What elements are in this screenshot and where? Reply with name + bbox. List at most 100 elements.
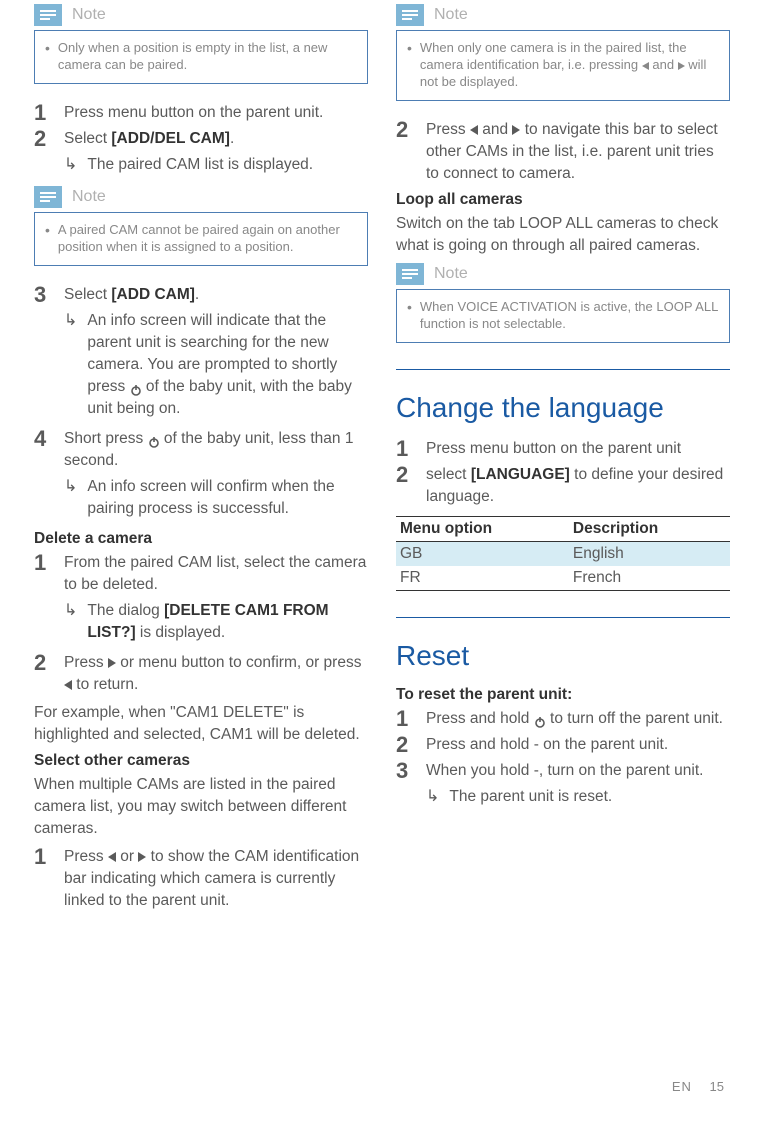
step-1: 1 From the paired CAM list, select the c…	[34, 552, 368, 648]
note-box-2: Note A paired CAM cannot be paired again…	[34, 186, 368, 266]
step-text: Press and hold	[426, 710, 534, 727]
step-3: 3 Select [ADD CAM]. ↳ An info screen wil…	[34, 284, 368, 424]
step-1: 1 Press and hold to turn off the parent …	[396, 708, 730, 730]
reset-title: Reset	[396, 640, 730, 672]
step-text: to turn off the parent unit.	[546, 710, 723, 727]
result-arrow-icon: ↳	[64, 154, 77, 176]
step-number: 4	[34, 428, 50, 524]
select-other-heading: Select other cameras	[34, 752, 368, 770]
step-body: When you hold -, turn on the parent unit…	[426, 760, 730, 812]
section-divider	[396, 617, 730, 618]
table-row: GB English	[396, 542, 730, 567]
note-header: Note	[34, 186, 368, 208]
step-1: 1 Press or to show the CAM identificatio…	[34, 846, 368, 912]
sub-result: ↳ The dialog [DELETE CAM1 FROM LIST?] is…	[64, 600, 368, 644]
right-arrow-icon	[678, 62, 685, 70]
step-text: or menu button to confirm, or press	[116, 654, 362, 671]
note-header: Note	[396, 4, 730, 26]
language-steps: 1 Press menu button on the parent unit 2…	[396, 438, 730, 508]
result-arrow-icon: ↳	[64, 476, 77, 520]
right-arrow-icon	[108, 658, 116, 668]
step-body: Select [ADD CAM]. ↳ An info screen will …	[64, 284, 368, 424]
menu-option-bold: [ADD CAM]	[111, 286, 195, 303]
table-cell: GB	[396, 542, 569, 567]
step-text: Press	[64, 654, 108, 671]
step-text: Press	[64, 848, 108, 865]
table-cell: English	[569, 542, 730, 567]
footer-page-number: 15	[710, 1079, 724, 1094]
step-number: 1	[396, 708, 412, 730]
delete-camera-heading: Delete a camera	[34, 530, 368, 548]
loop-all-paragraph: Switch on the tab LOOP ALL cameras to ch…	[396, 213, 730, 257]
two-column-layout: Note Only when a position is empty in th…	[34, 0, 730, 918]
reset-steps: 1 Press and hold to turn off the parent …	[396, 708, 730, 812]
table-cell: FR	[396, 566, 569, 591]
step-text: When you hold -, turn on the parent unit…	[426, 762, 703, 779]
note-body: When VOICE ACTIVATION is active, the LOO…	[396, 289, 730, 343]
note-label: Note	[434, 265, 468, 283]
add-cam-steps: 3 Select [ADD CAM]. ↳ An info screen wil…	[34, 284, 368, 524]
step-number: 2	[396, 119, 412, 185]
step-4: 4 Short press of the baby unit, less tha…	[34, 428, 368, 524]
delete-camera-steps: 1 From the paired CAM list, select the c…	[34, 552, 368, 696]
note-text: When VOICE ACTIVATION is active, the LOO…	[420, 298, 719, 332]
page-footer: EN 15	[672, 1079, 724, 1094]
step-text: Press	[426, 121, 470, 138]
loop-all-heading: Loop all cameras	[396, 191, 730, 209]
note-icon	[396, 4, 424, 26]
change-language-title: Change the language	[396, 392, 730, 424]
table-header: Description	[569, 517, 730, 542]
step-number: 1	[34, 102, 50, 124]
note-icon	[34, 4, 62, 26]
step-text: .	[230, 130, 234, 147]
note-label: Note	[72, 6, 106, 24]
add-del-cam-steps: 1 Press menu button on the parent unit. …	[34, 102, 368, 180]
step-text: select	[426, 466, 471, 483]
sub-result: ↳ An info screen will indicate that the …	[64, 310, 368, 420]
step-text: From the paired CAM list, select the cam…	[64, 554, 366, 593]
step-body: Press and hold to turn off the parent un…	[426, 708, 730, 730]
step-number: 2	[34, 128, 50, 180]
step-1: 1 Press menu button on the parent unit	[396, 438, 730, 460]
left-column: Note Only when a position is empty in th…	[34, 0, 368, 918]
note-text: A paired CAM cannot be paired again on a…	[58, 221, 357, 255]
note-body: A paired CAM cannot be paired again on a…	[34, 212, 368, 266]
footer-lang: EN	[672, 1079, 692, 1094]
note-box-4: Note When VOICE ACTIVATION is active, th…	[396, 263, 730, 343]
step-body: select [LANGUAGE] to define your desired…	[426, 464, 730, 508]
note-body: When only one camera is in the paired li…	[396, 30, 730, 101]
power-icon	[130, 381, 142, 393]
step-number: 2	[396, 464, 412, 508]
right-column: Note When only one camera is in the pair…	[396, 0, 730, 918]
table-header-row: Menu option Description	[396, 517, 730, 542]
navigate-steps: 2 Press and to navigate this bar to sele…	[396, 119, 730, 185]
step-body: Press or to show the CAM identification …	[64, 846, 368, 912]
note-text: When only one camera is in the paired li…	[420, 39, 719, 90]
note-body: Only when a position is empty in the lis…	[34, 30, 368, 84]
step-body: Press menu button on the parent unit.	[64, 102, 368, 124]
note-icon	[34, 186, 62, 208]
result-arrow-icon: ↳	[64, 600, 77, 644]
step-number: 3	[396, 760, 412, 812]
step-number: 1	[34, 846, 50, 912]
step-text: to return.	[72, 676, 138, 693]
delete-example-paragraph: For example, when "CAM1 DELETE" is highl…	[34, 702, 368, 746]
step-body: Press and to navigate this bar to select…	[426, 119, 730, 185]
table-header: Menu option	[396, 517, 569, 542]
note-header: Note	[396, 263, 730, 285]
step-2: 2 Press and to navigate this bar to sele…	[396, 119, 730, 185]
sub-result: ↳ The paired CAM list is displayed.	[64, 154, 368, 176]
step-3: 3 When you hold -, turn on the parent un…	[396, 760, 730, 812]
left-arrow-icon	[470, 125, 478, 135]
sub-body: The paired CAM list is displayed.	[87, 154, 368, 176]
step-body: Short press of the baby unit, less than …	[64, 428, 368, 524]
step-2: 2 Press or menu button to confirm, or pr…	[34, 652, 368, 696]
select-other-steps: 1 Press or to show the CAM identificatio…	[34, 846, 368, 912]
step-body: From the paired CAM list, select the cam…	[64, 552, 368, 648]
note-label: Note	[434, 6, 468, 24]
step-number: 1	[396, 438, 412, 460]
step-text: Select	[64, 130, 111, 147]
step-text: Select	[64, 286, 111, 303]
sub-body: An info screen will confirm when the pai…	[87, 476, 368, 520]
left-arrow-icon	[64, 680, 72, 690]
